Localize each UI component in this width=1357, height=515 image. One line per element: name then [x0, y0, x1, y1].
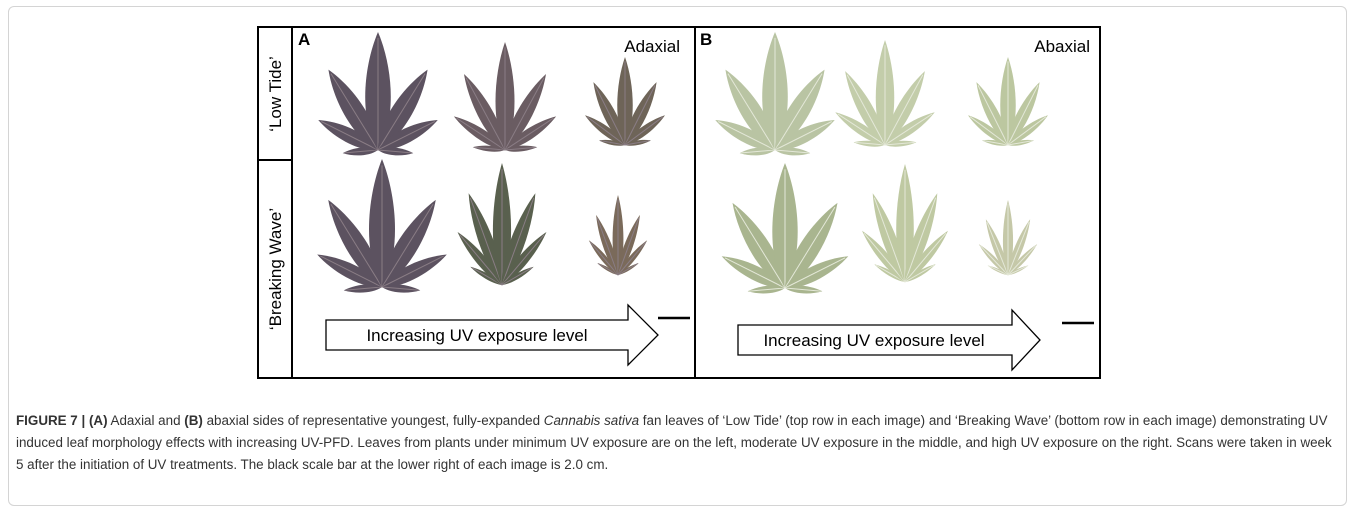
leaflet	[617, 217, 640, 276]
leaflet	[977, 85, 1009, 146]
leaflet	[774, 121, 832, 151]
leaflet	[469, 197, 503, 286]
leaflet	[504, 77, 545, 151]
leaflet	[863, 233, 906, 283]
leaflet	[1007, 85, 1039, 146]
leaflet	[734, 206, 786, 289]
leaflet	[600, 140, 626, 146]
arrow	[325, 303, 659, 367]
leaflet	[345, 286, 383, 291]
caption: FIGURE 7 | (A) Adaxial and (B) abaxial s…	[16, 410, 1341, 476]
leaflet	[598, 263, 619, 276]
leaflet	[855, 141, 886, 146]
leaflet	[988, 265, 1009, 276]
leaflet	[784, 206, 836, 289]
panel-letter: B	[700, 30, 712, 49]
leaflet	[456, 117, 506, 151]
figure-frame	[8, 6, 1347, 506]
leaflet	[1007, 221, 1030, 276]
panel-side: Adaxial	[624, 37, 680, 56]
leaflet	[904, 233, 947, 283]
leaflet	[381, 203, 434, 288]
leaflet	[875, 264, 906, 283]
caption-species: Cannabis sativa	[543, 413, 640, 428]
leaflet	[1007, 116, 1047, 146]
leaflet	[381, 286, 419, 291]
leaflet	[624, 116, 664, 146]
leaflet	[594, 85, 626, 146]
leaflet	[377, 149, 412, 154]
leaflet	[749, 287, 786, 292]
leaflet	[986, 221, 1009, 276]
leaflet	[459, 234, 503, 286]
leaflet	[724, 257, 786, 289]
leaflet	[586, 116, 626, 146]
leaflet	[501, 234, 545, 286]
leaflet	[837, 113, 886, 146]
leaflet	[624, 140, 650, 146]
leaflet	[377, 121, 435, 151]
leaflet	[596, 217, 619, 276]
row-label: ‘Low Tide’	[266, 56, 285, 132]
leaflet	[846, 74, 886, 146]
panel-side: Abaxial	[1034, 37, 1090, 56]
leaflet	[321, 121, 379, 151]
caption-part: (B)	[184, 413, 203, 428]
leaflet	[501, 267, 533, 286]
leaflet	[344, 149, 379, 154]
leaflet	[474, 146, 506, 151]
leaflet	[983, 140, 1009, 146]
leaflet	[979, 245, 1009, 276]
figure: ‘Low Tide’ ‘Breaking Wave’ A Adaxial B A…	[257, 26, 1101, 379]
leaflet	[320, 255, 383, 288]
leaflet	[884, 141, 915, 146]
leaflet	[589, 241, 619, 276]
leaflet	[1007, 265, 1028, 276]
leaflet	[904, 264, 935, 283]
caption-text: Adaxial and	[107, 413, 185, 428]
leaflet	[774, 73, 823, 151]
leaflet	[377, 73, 426, 151]
leaflet	[504, 146, 536, 151]
leaflet	[718, 121, 776, 151]
leaflet	[884, 74, 924, 146]
leaflet	[471, 267, 503, 286]
caption-text: abaxial sides of representative youngest…	[202, 413, 544, 428]
arrow-label: Increasing UV exposure level	[763, 331, 984, 350]
leaflet	[741, 149, 776, 154]
leaflet	[784, 257, 846, 289]
leaves	[317, 32, 1048, 294]
leaflet	[504, 117, 554, 151]
leaflet	[774, 149, 809, 154]
leaflet	[330, 73, 379, 151]
leaflet	[1007, 245, 1037, 276]
leaflet	[617, 263, 638, 276]
leaflet	[873, 197, 906, 283]
leaflet	[465, 77, 506, 151]
caption-part: (A)	[88, 413, 108, 428]
panel-letter: A	[298, 30, 310, 49]
leaflet	[1007, 140, 1033, 146]
caption-label: FIGURE 7 |	[16, 413, 86, 428]
leaflet	[727, 73, 776, 151]
leaflet	[381, 255, 444, 288]
leaflet	[330, 203, 383, 288]
arrow	[737, 308, 1041, 372]
leaflet	[501, 197, 535, 286]
leaflet	[624, 85, 656, 146]
leaflet	[617, 241, 647, 276]
arrow-label: Increasing UV exposure level	[366, 326, 587, 345]
leaflet	[784, 287, 821, 292]
leaflet	[904, 197, 937, 283]
leaflet	[969, 116, 1009, 146]
row-label: ‘Breaking Wave’	[266, 208, 285, 330]
leaflet	[884, 113, 933, 146]
caption-text: fan leaves of ‘Low Tide’ (top row in eac…	[16, 413, 1332, 472]
